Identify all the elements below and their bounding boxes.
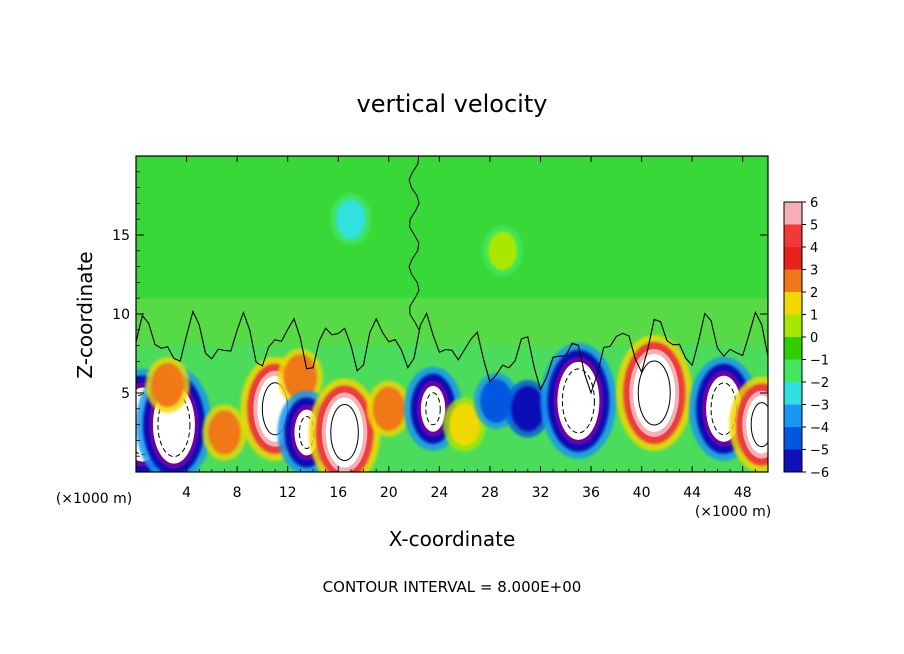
colorbar: 6 5 4 3 2 1 0 −1 −2 −3 −4 −5 −6 [783,196,829,481]
x-axis: 4 8 12 16 20 24 28 32 36 40 44 48 [148,156,756,501]
heatmap-cell [616,335,693,451]
y-axis-label: Z-coordinate [73,251,97,378]
colorbar-swatch [784,427,802,450]
colorbar-label: 0 [810,331,818,346]
colorbar-label: 4 [810,241,818,256]
x-tick-label: 36 [582,485,600,501]
colorbar-label: −1 [810,354,829,369]
x-tick-label: 8 [233,485,242,501]
colorbar-label: 3 [810,264,818,279]
colorbar-label: 5 [810,219,818,234]
x-axis-label: X-coordinate [389,527,516,551]
x-tick-label: 16 [329,485,347,501]
colorbar-swatch [784,247,802,270]
y-axis: 5 10 15 [112,171,768,457]
heatmap-cell [366,380,411,437]
x-unit-right: (×1000 m) [695,504,771,520]
colorbar-label: −6 [810,466,829,481]
colorbar-label: −4 [810,421,829,436]
colorbar-swatch [784,337,802,360]
colorbar-label: −2 [810,376,829,391]
heatmap-cell [202,404,247,461]
colorbar-swatch [784,404,802,427]
x-tick-label: 12 [279,485,297,501]
contour-interval-note: CONTOUR INTERVAL = 8.000E+00 [323,578,582,596]
x-tick-label: 4 [182,485,191,501]
x-tick-label: 20 [380,485,398,501]
colorbar-label: −3 [810,399,829,414]
heatmap-cell [482,225,524,277]
chart-title: vertical velocity [357,90,548,118]
heatmap-cell [330,193,372,246]
x-tick-label: 40 [633,485,651,501]
colorbar-swatch [784,359,802,382]
y-tick-label: 5 [121,386,130,402]
x-tick-label: 44 [683,485,701,501]
colorbar-label: 1 [810,309,818,324]
upper-contour [408,156,420,331]
x-tick-label: 24 [430,485,448,501]
transition-band [136,298,768,346]
colorbar-swatch [784,449,802,472]
x-tick-label: 48 [734,485,752,501]
heatmap-cell [145,357,190,414]
colorbar-swatch [784,224,802,247]
heatmap-cell [308,378,381,472]
x-tick-label: 32 [532,485,550,501]
heatmap-field [136,156,768,472]
x-unit-left: (×1000 m) [56,491,132,507]
colorbar-swatch [784,202,802,225]
x-tick-label: 28 [481,485,499,501]
colorbar-swatch [784,382,802,405]
colorbar-swatch [784,314,802,337]
colorbar-swatch [784,269,802,292]
heatmap-cell [505,380,551,438]
heatmap-cell [443,397,487,452]
colorbar-label: 6 [810,196,818,211]
colorbar-swatch [784,292,802,315]
heatmap-cell [729,376,768,472]
y-tick-label: 10 [112,307,130,323]
colorbar-label: 2 [810,286,818,301]
zero-contour [136,309,768,395]
y-tick-label: 15 [112,228,130,244]
colorbar-label: −5 [810,444,829,459]
